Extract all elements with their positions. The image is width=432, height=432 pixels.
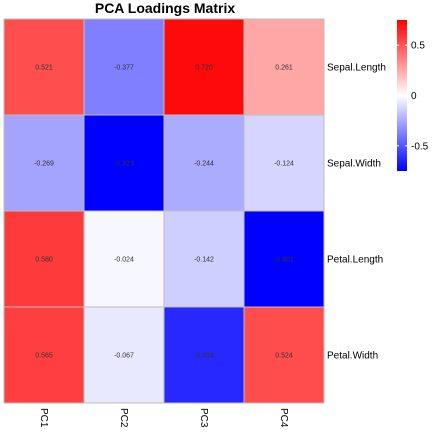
cell-value-label: 0.720 [195, 65, 213, 72]
heatmap-cell [83, 306, 165, 404]
cell-value-label: 0.261 [275, 65, 293, 72]
row-label: Sepal.Length [327, 63, 386, 74]
cell-value-label: -0.067 [114, 353, 134, 360]
row-label: Sepal.Width [327, 159, 381, 170]
heatmap-cell [3, 18, 85, 116]
heatmap-cell [83, 210, 165, 308]
legend-tick-label: -0.5 [411, 141, 429, 152]
column-label: PC1 [38, 408, 49, 428]
heatmap-cell [83, 18, 165, 116]
cell-value-label: -0.024 [114, 257, 134, 264]
legend-ticks: -0.5 0 0.5 [397, 41, 429, 152]
heatmap-cell [83, 114, 165, 212]
cell-value-label: 0.565 [35, 353, 53, 360]
cell-value-label: -0.142 [194, 257, 214, 264]
cell-value-label: -0.244 [194, 161, 214, 168]
legend-color-bar [397, 20, 407, 171]
heatmap-cell [163, 18, 245, 116]
heatmap-cell [243, 306, 325, 404]
heatmap-cell [3, 114, 85, 212]
color-legend: -0.5 0 0.5 [397, 20, 429, 171]
cell-value-label: -0.377 [114, 65, 134, 72]
column-label: PC3 [198, 408, 209, 428]
column-labels: PC1 PC2 PC3 PC4 [38, 408, 289, 428]
column-label: PC2 [118, 408, 129, 428]
heatmap-cells: 0.521 -0.377 0.720 0.261 -0.269 -0.923 -0.244 -… [3, 18, 325, 404]
row-label: Petal.Length [327, 255, 383, 266]
heatmap-cell [163, 306, 245, 404]
chart-title: PCA Loadings Matrix [95, 0, 235, 16]
legend-tick-label: 0 [411, 91, 417, 102]
cell-value-label: -0.923 [114, 161, 134, 168]
column-label: PC4 [278, 408, 289, 428]
cell-value-label: -0.269 [34, 161, 54, 168]
cell-value-label: 0.524 [275, 353, 293, 360]
legend-tick-label: 0.5 [411, 41, 425, 52]
cell-value-label: -0.801 [274, 257, 294, 264]
heatmap-cell [243, 18, 325, 116]
heatmap-cell [243, 114, 325, 212]
row-label: Petal.Width [327, 351, 378, 362]
heatmap-cell [3, 306, 85, 404]
row-labels: Sepal.Length Sepal.Width Petal.Length Petal… [327, 63, 386, 362]
cell-value-label: -0.634 [194, 353, 214, 360]
heatmap-cell [243, 210, 325, 308]
cell-value-label: 0.521 [35, 65, 53, 72]
cell-value-label: 0.580 [35, 257, 53, 264]
cell-value-label: -0.124 [274, 161, 294, 168]
